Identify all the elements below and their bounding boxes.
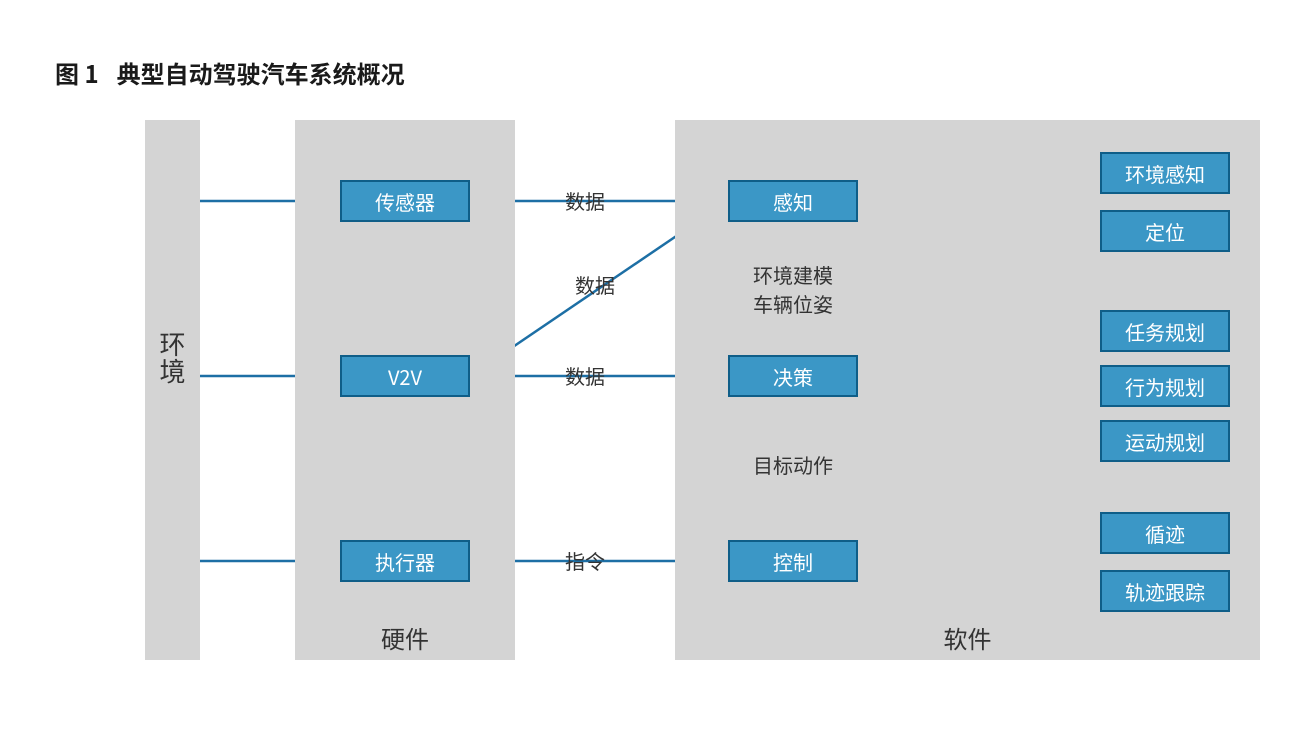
node-behavior: 行为规划 <box>1100 365 1230 407</box>
column-label-hardware: 硬件 <box>295 620 515 655</box>
node-v2v: V2V <box>340 355 470 397</box>
column-label-software: 软件 <box>675 620 1260 655</box>
node-motion: 运动规划 <box>1100 420 1230 462</box>
node-localize: 定位 <box>1100 210 1230 252</box>
figure-title: 典型自动驾驶汽车系统概况 <box>117 55 405 90</box>
column-env <box>145 120 200 660</box>
edge-label-5: 指令 <box>565 546 605 575</box>
diagram-canvas: 环 境硬件 软件 传感器 V2V 执行器 感知决策控制 环境感知定位任务规划行为规划运动规划… <box>145 120 1260 680</box>
edge-label-3: 数据 <box>565 186 605 215</box>
node-track2: 轨迹跟踪 <box>1100 570 1230 612</box>
node-percept: 感知 <box>728 180 858 222</box>
node-track1: 循迹 <box>1100 512 1230 554</box>
figure-title-row: 图 1 典型自动驾驶汽车系统概况 <box>55 55 405 90</box>
node-env_percept: 环境感知 <box>1100 152 1230 194</box>
node-actuator: 执行器 <box>340 540 470 582</box>
column-label-env: 环 境 <box>145 330 200 385</box>
edge-label-4: 数据 <box>565 361 605 390</box>
edge-label-8: 目标动作 <box>753 450 833 479</box>
node-decision: 决策 <box>728 355 858 397</box>
node-control: 控制 <box>728 540 858 582</box>
figure-prefix: 图 1 <box>55 55 99 90</box>
page-root: 图 1 典型自动驾驶汽车系统概况 环 境硬件软件传感器V2V执行器感知决策控制环… <box>0 0 1308 737</box>
edge-label-7: 环境建模 车辆位姿 <box>753 260 833 318</box>
node-mission: 任务规划 <box>1100 310 1230 352</box>
edge-label-6: 数据 <box>575 270 615 299</box>
node-sensor: 传感器 <box>340 180 470 222</box>
